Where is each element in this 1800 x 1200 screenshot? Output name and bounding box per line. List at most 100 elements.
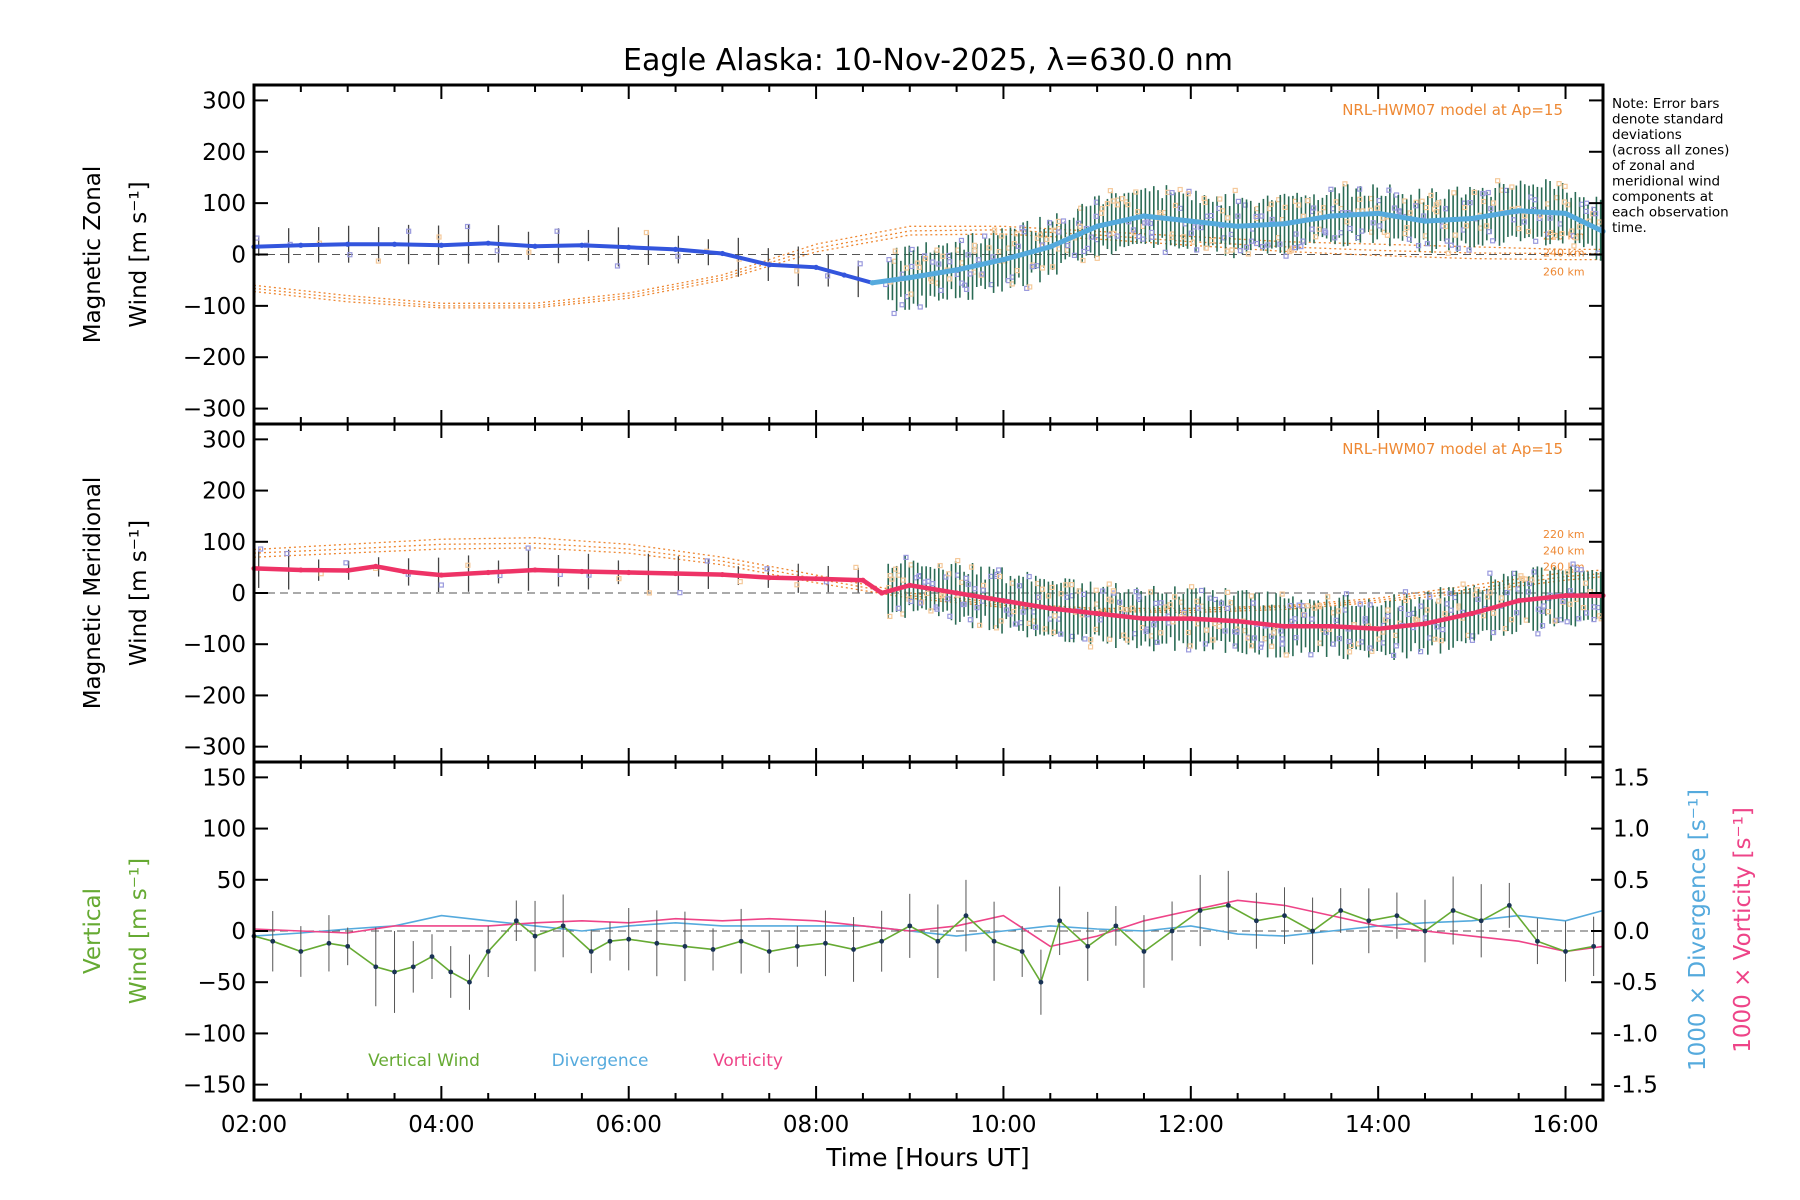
- model-curve-2: [253, 229, 1603, 307]
- zone-point: [919, 599, 925, 605]
- zone-point: [1181, 609, 1187, 616]
- zone-point: [1490, 238, 1496, 244]
- zone-point: [1044, 236, 1050, 243]
- zone-point: [1151, 622, 1157, 628]
- vertical-wind-point: [710, 947, 716, 952]
- zone-point: [1081, 248, 1087, 255]
- zone-point: [1434, 624, 1440, 630]
- wind-data-point: [1000, 257, 1007, 263]
- zone-point: [1311, 205, 1317, 211]
- wind-data-point: [438, 572, 444, 578]
- wind-data-point: [485, 569, 491, 576]
- zone-point: [526, 249, 532, 255]
- zone-point: [1402, 589, 1409, 595]
- wind-data-point: [1562, 210, 1569, 217]
- zone-point: [1130, 227, 1137, 233]
- zone-point: [1444, 601, 1450, 607]
- zone-point: [1051, 629, 1057, 635]
- wind-data-point: [766, 575, 772, 581]
- meridional-wind-panel: 220 km 240 km 260 km NRL-HWM07 model at Ap=…: [80, 422, 1606, 764]
- vertical-wind-point: [1535, 938, 1540, 944]
- zone-point: [1042, 626, 1048, 632]
- note-line: denote standard: [1612, 112, 1723, 128]
- zone-point: [1336, 636, 1342, 642]
- zone-point: [1567, 588, 1573, 594]
- zone-point: [1547, 215, 1553, 221]
- zone-point: [1099, 210, 1105, 216]
- vertical-wind-point: [467, 979, 472, 985]
- y-tick-label: 0: [231, 243, 246, 269]
- vertical-wind-point: [794, 943, 800, 949]
- vertical-wind-point: [1038, 979, 1044, 985]
- zone-point: [1393, 192, 1400, 198]
- zone-point: [1564, 569, 1571, 575]
- wind-data-point: [954, 590, 960, 596]
- zone-point: [1407, 210, 1413, 216]
- vertical-wind-point: [1253, 918, 1259, 924]
- zone-point: [1313, 234, 1319, 240]
- zone-point: [1283, 652, 1289, 658]
- zone-point: [1385, 613, 1391, 619]
- zone-point: [968, 564, 975, 570]
- note-line: time.: [1612, 220, 1647, 236]
- zone-point: [1571, 243, 1577, 249]
- zone-point: [947, 259, 953, 265]
- vertical-wind-panel: Vertical Wind Divergence Vorticity 1.5 1.0 0.…: [80, 760, 1756, 1102]
- zone-point: [1347, 225, 1353, 232]
- vertical-wind-point: [823, 940, 828, 946]
- zone-point: [1188, 230, 1194, 236]
- vertical-wind-point: [963, 913, 969, 919]
- zone-point: [1108, 598, 1114, 604]
- zone-point: [1120, 632, 1127, 638]
- zone-point: [1195, 605, 1202, 611]
- wind-data-point: [579, 242, 585, 248]
- model-label: NRL-HWM07 model at Ap=15: [1342, 101, 1563, 119]
- zone-point: [1279, 641, 1285, 647]
- zone-point: [1442, 611, 1448, 617]
- zone-point: [986, 245, 992, 251]
- note-line: components at: [1612, 189, 1713, 205]
- vertical-wind-point: [1169, 928, 1175, 934]
- wind-data-point: [879, 590, 885, 596]
- zone-point: [1359, 639, 1365, 645]
- zone-point: [1050, 264, 1056, 270]
- zone-point: [1346, 649, 1353, 655]
- zone-point: [1309, 226, 1315, 232]
- zone-point: [929, 278, 935, 284]
- zone-point: [946, 571, 952, 577]
- zone-point: [1225, 215, 1231, 221]
- zone-point: [1248, 593, 1255, 599]
- y-tick-label: 200: [202, 479, 246, 505]
- y-tick-label: 50: [217, 868, 246, 894]
- zone-point: [1117, 599, 1123, 605]
- zone-point: [1172, 202, 1179, 209]
- wind-data-point: [1422, 621, 1428, 627]
- zone-point: [1111, 230, 1117, 236]
- zone-point: [1058, 631, 1064, 637]
- zone-point: [1169, 234, 1175, 240]
- zone-point: [922, 579, 928, 585]
- zone-point: [1259, 243, 1266, 250]
- zone-point: [1529, 577, 1535, 583]
- vertical-wind-point: [682, 943, 688, 949]
- zone-point: [1148, 589, 1154, 595]
- zone-point: [1531, 569, 1537, 575]
- zone-point: [1106, 636, 1113, 642]
- zone-point: [1229, 247, 1235, 253]
- vertical-wind-point: [270, 938, 276, 944]
- zone-point: [1333, 199, 1339, 205]
- zone-point: [406, 228, 412, 234]
- zone-point: [1293, 231, 1299, 237]
- zone-point: [1253, 240, 1260, 247]
- zone-point: [1084, 245, 1091, 252]
- zone-point: [1058, 591, 1064, 597]
- zone-point: [900, 577, 906, 583]
- zone-point: [922, 255, 929, 262]
- zone-point: [1217, 196, 1223, 202]
- wind-data-point: [345, 241, 351, 247]
- zone-point: [1232, 643, 1238, 649]
- zone-point: [1462, 204, 1468, 211]
- zone-point: [934, 247, 940, 253]
- zone-point: [1187, 643, 1193, 649]
- zone-point: [1385, 607, 1391, 613]
